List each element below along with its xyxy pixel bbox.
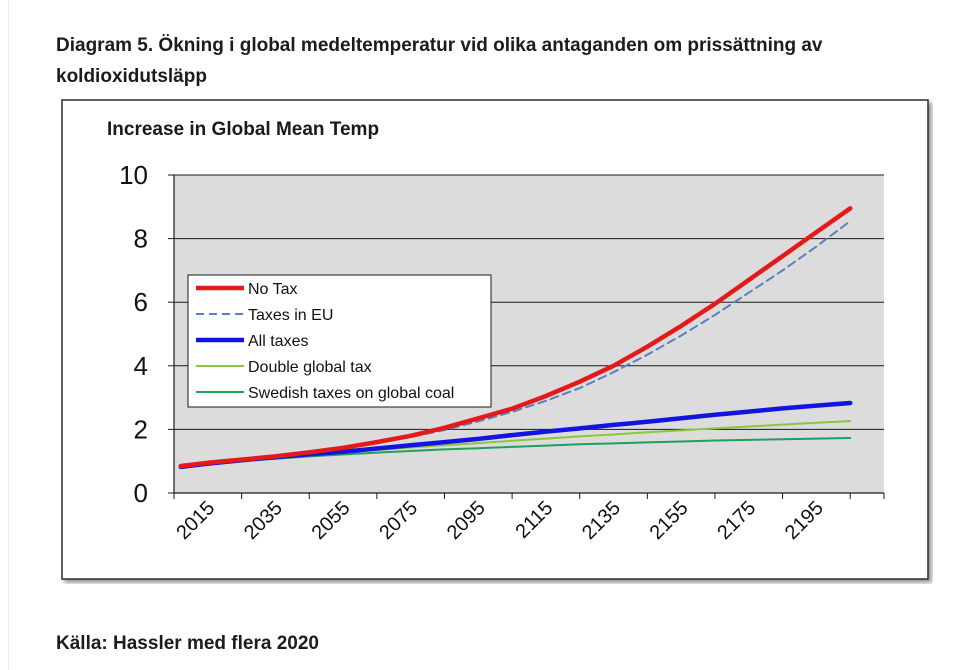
legend-label: No Tax xyxy=(248,281,298,298)
temperature-chart: Increase in Global Mean Temp 0 2 4 6 8 10 2 0 1… xyxy=(61,99,929,580)
chart-figure: Increase in Global Mean Temp 0 2 4 6 8 10 2 0 1… xyxy=(61,99,933,584)
legend-label: Double global tax xyxy=(248,359,372,376)
y-tick-label: 4 xyxy=(134,351,148,381)
legend-label: All taxes xyxy=(248,333,308,350)
source-caption: Källa: Hassler med flera 2020 xyxy=(56,633,319,654)
series-line-no-tax xyxy=(178,206,853,469)
legend-label: Swedish taxes on global coal xyxy=(248,385,454,402)
y-tick-label: 2 xyxy=(134,414,148,444)
series-lines xyxy=(178,206,853,470)
y-axis: 0 2 4 6 8 10 xyxy=(119,160,175,508)
chart-title: Increase in Global Mean Temp xyxy=(107,119,379,140)
y-tick-label: 8 xyxy=(134,224,148,254)
legend: No Tax Taxes in EU All taxes Double global … xyxy=(187,274,492,408)
y-tick-label: 6 xyxy=(134,287,148,317)
y-tick-label: 10 xyxy=(119,160,148,190)
page-left-rule xyxy=(8,0,9,670)
y-tick-label: 0 xyxy=(134,478,148,508)
legend-label: Taxes in EU xyxy=(248,307,333,324)
figure-heading: Diagram 5. Ökning i global medeltemperat… xyxy=(56,35,823,87)
